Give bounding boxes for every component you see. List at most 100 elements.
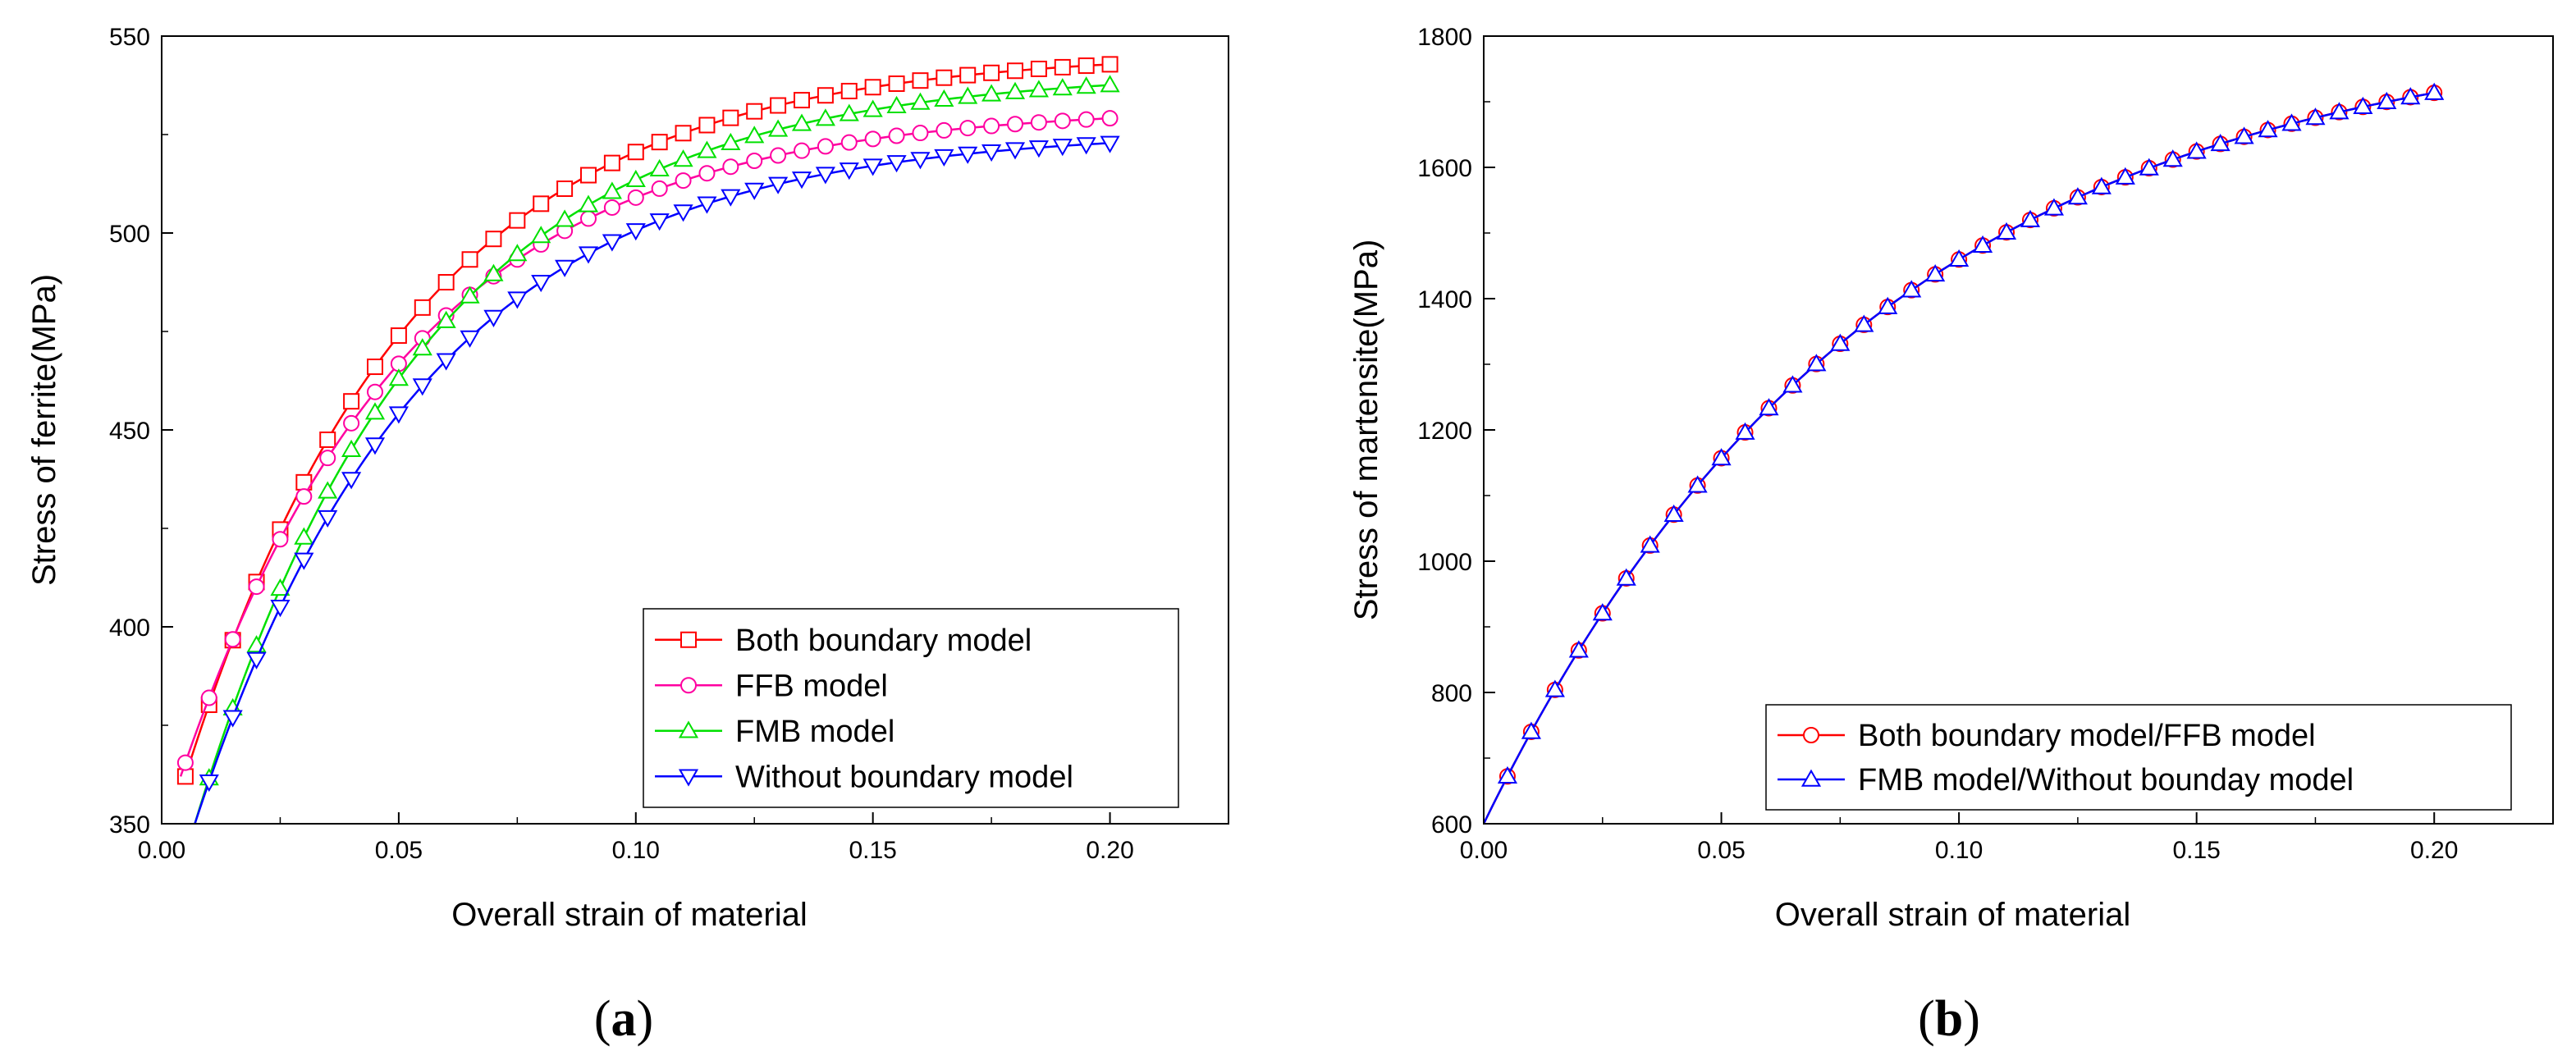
- data-point: [673, 149, 693, 167]
- data-point: [176, 768, 194, 785]
- y-tick-label: 1600: [1417, 155, 1472, 182]
- data-point: [390, 327, 407, 345]
- data-point: [627, 144, 644, 161]
- data-point: [2186, 141, 2207, 159]
- data-point: [862, 99, 883, 117]
- data-point: [2305, 107, 2326, 126]
- data-point: [791, 171, 812, 190]
- data-point: [910, 92, 931, 110]
- data-point: [388, 406, 409, 424]
- data-point: [934, 89, 954, 107]
- x-tick-label: 0.00: [1460, 837, 1508, 864]
- data-point: [791, 113, 812, 131]
- data-point: [934, 149, 954, 167]
- data-point: [1806, 354, 1827, 372]
- legend-entry: FMB model: [735, 715, 895, 749]
- series-group-a: [176, 56, 1120, 824]
- data-point: [698, 165, 716, 182]
- data-point: [840, 82, 858, 99]
- data-point: [555, 259, 575, 277]
- data-point: [460, 330, 480, 348]
- data-point: [983, 64, 1000, 81]
- legend-swatch-marker: [680, 631, 697, 648]
- data-point: [1100, 75, 1120, 93]
- data-point: [436, 353, 456, 371]
- data-point: [483, 263, 504, 281]
- data-point: [2067, 187, 2088, 205]
- data-point: [697, 140, 717, 158]
- data-point: [651, 134, 668, 151]
- x-tick-label: 0.00: [138, 837, 185, 864]
- data-point: [697, 196, 717, 214]
- data-point: [2162, 149, 2183, 167]
- data-point: [367, 383, 383, 400]
- data-point: [578, 246, 599, 264]
- data-point: [958, 146, 978, 164]
- data-point: [224, 631, 241, 648]
- data-point: [199, 775, 219, 793]
- data-point: [580, 167, 597, 184]
- y-tick-label: 400: [109, 615, 150, 642]
- data-point: [815, 108, 835, 126]
- data-point: [839, 162, 859, 180]
- data-point: [1078, 57, 1095, 75]
- data-point: [602, 234, 622, 252]
- legend-swatch-marker: [680, 677, 697, 694]
- data-point: [1052, 78, 1073, 96]
- data-point: [412, 338, 432, 356]
- y-tick-label: 1200: [1417, 418, 1472, 445]
- data-point: [649, 158, 670, 176]
- data-point: [367, 359, 383, 376]
- data-point: [649, 213, 670, 231]
- x-tick-label: 0.10: [612, 837, 660, 864]
- data-point: [886, 95, 907, 113]
- data-point: [248, 578, 265, 596]
- legend-entry: Both boundary model/FFB model: [1858, 719, 2316, 753]
- x-tick-label: 0.15: [2172, 837, 2220, 864]
- legend-swatches: [1778, 727, 1845, 787]
- data-point: [295, 488, 313, 505]
- data-point: [1028, 140, 1049, 158]
- data-point: [746, 103, 763, 120]
- data-point: [2258, 120, 2278, 138]
- data-point: [625, 169, 646, 188]
- data-point: [794, 92, 810, 109]
- data-point: [1101, 56, 1119, 73]
- legend-b: Both boundary model/FFB model FMB model/…: [1765, 704, 2512, 811]
- data-point: [533, 195, 550, 212]
- data-point: [673, 204, 693, 222]
- series-group-b: [1484, 82, 2445, 824]
- data-point: [272, 531, 289, 548]
- data-point: [364, 437, 386, 455]
- data-point: [483, 309, 504, 327]
- data-point: [722, 109, 739, 126]
- data-point: [270, 600, 291, 618]
- data-point: [864, 79, 881, 96]
- data-point: [531, 275, 551, 293]
- data-point: [2210, 134, 2231, 152]
- data-point: [507, 244, 528, 262]
- data-point: [1616, 568, 1636, 586]
- axis-ticks-b: [1483, 35, 2436, 825]
- data-point: [294, 527, 314, 545]
- data-point: [840, 134, 858, 151]
- data-point: [578, 194, 599, 212]
- data-point: [319, 450, 336, 467]
- data-point: [414, 299, 431, 316]
- data-point: [2115, 167, 2135, 185]
- data-point: [318, 510, 338, 528]
- data-point: [343, 393, 360, 410]
- data-point: [603, 199, 620, 216]
- data-point: [319, 431, 336, 448]
- data-point: [580, 210, 597, 227]
- data-point: [698, 117, 716, 134]
- data-point: [1054, 112, 1071, 130]
- data-point: [176, 754, 194, 771]
- data-point: [1925, 264, 1946, 282]
- data-point: [1030, 114, 1047, 131]
- data-point: [222, 710, 243, 728]
- data-point: [436, 310, 456, 328]
- data-point: [1101, 110, 1119, 127]
- data-point: [1028, 80, 1049, 98]
- legend-swatch-marker: [1800, 769, 1822, 787]
